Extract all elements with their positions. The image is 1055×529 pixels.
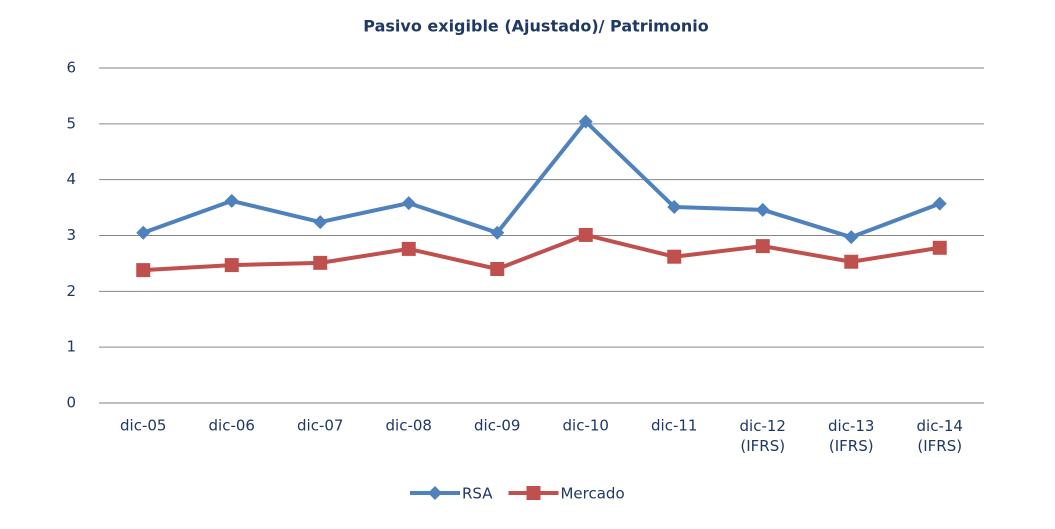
data-point: [844, 230, 859, 245]
data-point: [667, 249, 682, 264]
data-point: [401, 241, 416, 256]
y-tick-label: 2: [66, 282, 76, 300]
x-tick-label: dic-14 (IFRS): [917, 417, 963, 455]
y-tick-label: 6: [66, 59, 76, 77]
data-point: [755, 239, 770, 254]
x-tick-label: dic-09: [474, 417, 520, 435]
data-point: [136, 263, 151, 278]
data-point: [490, 225, 505, 240]
series-line: [143, 232, 941, 273]
data-point: [667, 200, 682, 215]
x-tick-label: dic-05: [120, 417, 166, 435]
data-point: [844, 254, 859, 269]
data-point: [490, 262, 505, 276]
chart-title: Pasivo exigible (Ajustado)/ Patrimonio: [363, 17, 708, 36]
x-tick-label: dic-10: [563, 417, 609, 435]
series-line: [142, 119, 941, 240]
data-point: [313, 255, 328, 270]
data-point: [578, 227, 593, 242]
x-tick-label: dic-07: [297, 417, 343, 435]
data-point: [401, 196, 416, 211]
y-tick-label: 3: [66, 226, 76, 244]
y-tick-label: 0: [66, 394, 76, 412]
y-tick-label: 4: [66, 170, 76, 188]
data-point: [578, 114, 593, 129]
legend-label: RSA: [462, 485, 493, 503]
x-tick-label: dic-12 (IFRS): [740, 417, 786, 455]
data-point: [224, 193, 239, 208]
data-point: [932, 196, 947, 211]
y-tick-label: 5: [66, 114, 76, 132]
x-tick-label: dic-06: [209, 417, 255, 435]
legend-marker: [526, 486, 541, 500]
data-point: [224, 258, 239, 273]
x-tick-label: dic-11: [651, 417, 697, 435]
legend-label: Mercado: [560, 485, 624, 503]
x-tick-label: dic-08: [386, 417, 432, 435]
legend-marker: [428, 486, 442, 500]
data-point: [313, 215, 328, 230]
data-point: [755, 202, 770, 217]
x-tick-label: dic-13 (IFRS): [828, 417, 874, 455]
data-point: [136, 225, 151, 240]
y-tick-label: 1: [66, 338, 76, 356]
data-point: [932, 240, 947, 255]
